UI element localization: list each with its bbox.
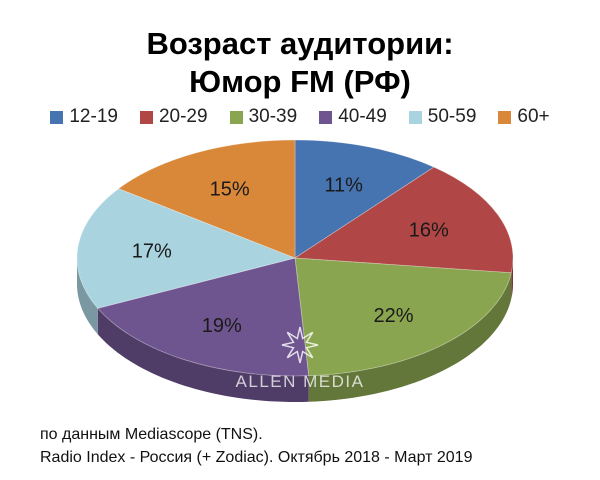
legend-item: 60+ xyxy=(498,106,550,128)
legend-label: 20-29 xyxy=(158,106,208,127)
legend-item: 12-19 xyxy=(50,106,118,128)
pie-top xyxy=(76,139,514,377)
data-label-30-39: 22% xyxy=(373,305,413,327)
source-note-line2: Radio Index - Россия (+ Zodiac). Октябрь… xyxy=(40,449,473,466)
data-label-50-59: 17% xyxy=(132,241,172,263)
legend-label: 60+ xyxy=(517,106,550,127)
legend-item: 50-59 xyxy=(408,106,477,128)
pie-side-50-59 xyxy=(77,258,98,335)
pie-slice-20-29 xyxy=(293,166,514,274)
data-label-60+: 15% xyxy=(210,179,250,201)
legend-item: 20-29 xyxy=(139,106,208,128)
legend-item: 30-39 xyxy=(229,106,298,128)
pie-side-20-29 xyxy=(511,258,513,299)
pie-side-40-49 xyxy=(97,308,309,402)
legend-item: 40-49 xyxy=(319,106,387,128)
pie-slice-40-49 xyxy=(97,257,310,377)
pie-slice-50-59 xyxy=(76,188,297,309)
legend-swatch xyxy=(408,110,422,124)
source-note-line1: по данным Mediascope (TNS). xyxy=(40,426,263,443)
pie-slice-60+ xyxy=(117,139,296,259)
legend-label: 30-39 xyxy=(248,106,298,127)
legend-swatch xyxy=(229,110,243,124)
legend-swatch xyxy=(319,110,333,124)
legend-label: 12-19 xyxy=(69,106,118,127)
pie-slice-30-39 xyxy=(294,257,512,377)
chart-title-line2: Юмор FM (РФ) xyxy=(189,64,411,99)
data-label-40-49: 19% xyxy=(202,315,242,337)
data-label-20-29: 16% xyxy=(409,219,449,241)
watermark-text: ALLEN MEDIA xyxy=(236,372,365,391)
legend-swatch xyxy=(50,110,64,124)
watermark-logo xyxy=(281,326,319,364)
pie-slice-12-19 xyxy=(294,139,435,259)
data-label-12-19: 11% xyxy=(324,175,363,197)
legend-label: 50-59 xyxy=(427,106,477,127)
legend-swatch xyxy=(498,110,512,124)
pie-side-30-39 xyxy=(308,272,512,402)
starburst-icon xyxy=(281,326,319,364)
pie-labels: 11% 16% 22% 19% 17% 15% xyxy=(132,175,449,337)
chart-legend: 12-19 20-29 30-39 40-49 50-59 60+ xyxy=(0,106,600,128)
pie-side-walls xyxy=(77,258,513,402)
chart-title-line1: Возраст аудитории: xyxy=(146,26,454,61)
legend-swatch xyxy=(139,110,153,124)
legend-label: 40-49 xyxy=(338,106,387,127)
